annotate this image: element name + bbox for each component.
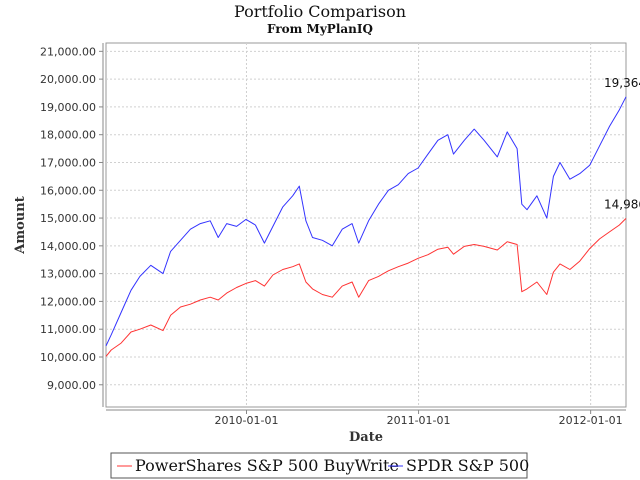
- legend-label-spdr: SPDR S&P 500: [406, 456, 529, 475]
- x-tick-label: 2010-01-01: [215, 414, 279, 427]
- x-tick-label: 2011-01-01: [387, 414, 451, 427]
- y-axis-ticks: 9,000.00 10,000.00 11,000.00 12,000.00 13,00…: [40, 45, 103, 392]
- plot-area: [105, 42, 627, 408]
- x-axis-ticks: 2010-01-01 2011-01-01 2012-01-01: [215, 410, 623, 427]
- y-axis-title: Amount: [13, 196, 28, 254]
- chart-title: Portfolio Comparison: [234, 2, 406, 21]
- x-axis-title: Date: [349, 430, 383, 445]
- legend-box: [110, 452, 528, 479]
- y-tick-label: 17,000.00: [40, 156, 96, 169]
- chart-subtitle: From MyPlanIQ: [267, 22, 373, 36]
- grid-lines: [106, 43, 626, 407]
- y-tick-label: 14,000.00: [40, 240, 96, 253]
- end-value-label-buywrite: 14,986: [604, 197, 640, 211]
- y-tick-label: 21,000.00: [40, 45, 96, 58]
- series-line-spdr: [105, 96, 627, 347]
- y-tick-label: 18,000.00: [40, 129, 96, 142]
- y-tick-label: 19,000.00: [40, 101, 96, 114]
- legend: PowerShares S&P 500 BuyWrite SPDR S&P 50…: [110, 452, 529, 479]
- series-line-buywrite: [105, 218, 627, 357]
- end-value-label-spdr: 19,364: [604, 76, 640, 90]
- y-tick-label: 10,000.00: [40, 351, 96, 364]
- y-tick-label: 12,000.00: [40, 295, 96, 308]
- series-end-labels: 14,986 19,364: [604, 76, 640, 212]
- x-tick-label: 2012-01-01: [559, 414, 623, 427]
- y-tick-label: 16,000.00: [40, 184, 96, 197]
- series-lines: [105, 96, 627, 357]
- y-tick-label: 11,000.00: [40, 323, 96, 336]
- y-tick-label: 15,000.00: [40, 212, 96, 225]
- y-tick-label: 9,000.00: [47, 379, 96, 392]
- legend-label-buywrite: PowerShares S&P 500 BuyWrite: [135, 456, 399, 475]
- y-tick-label: 20,000.00: [40, 73, 96, 86]
- y-tick-label: 13,000.00: [40, 268, 96, 281]
